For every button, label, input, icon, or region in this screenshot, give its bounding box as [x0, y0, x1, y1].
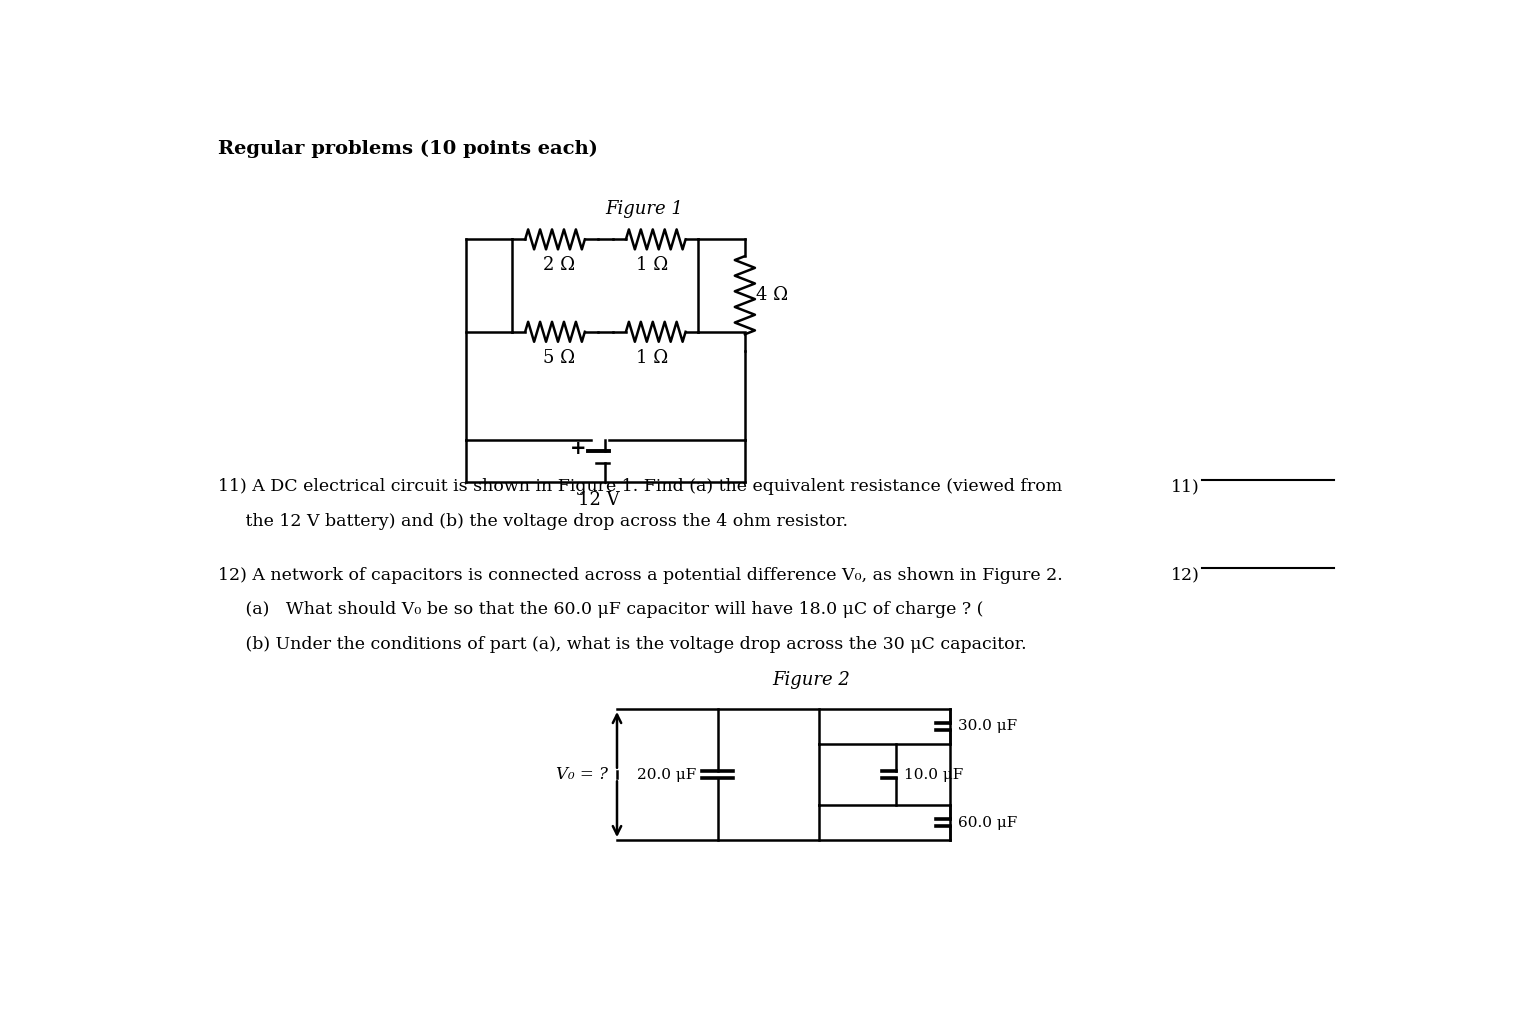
Text: 4 Ω: 4 Ω — [757, 286, 789, 305]
Text: Figure 2: Figure 2 — [772, 671, 850, 688]
Text: Figure 1: Figure 1 — [606, 200, 684, 218]
Text: +: + — [571, 439, 586, 459]
Text: 12) A network of capacitors is connected across a potential difference V₀, as sh: 12) A network of capacitors is connected… — [218, 566, 1062, 584]
Text: 60.0 μF: 60.0 μF — [958, 816, 1018, 830]
Text: 20.0 μF: 20.0 μF — [636, 767, 696, 782]
Text: (b) Under the conditions of part (a), what is the voltage drop across the 30 μC : (b) Under the conditions of part (a), wh… — [218, 636, 1027, 653]
Text: 5 Ω: 5 Ω — [543, 349, 575, 366]
Text: 11) A DC electrical circuit is shown in Figure 1. Find (a) the equivalent resist: 11) A DC electrical circuit is shown in … — [218, 478, 1062, 496]
Text: 12 V: 12 V — [578, 491, 620, 509]
Text: 10.0 μF: 10.0 μF — [903, 767, 963, 782]
Text: 30.0 μF: 30.0 μF — [958, 719, 1018, 734]
Text: 12): 12) — [1170, 566, 1199, 584]
Text: Regular problems (10 points each): Regular problems (10 points each) — [218, 140, 598, 158]
Text: 1 Ω: 1 Ω — [636, 256, 668, 274]
Text: the 12 V battery) and (b) the voltage drop across the 4 ohm resistor.: the 12 V battery) and (b) the voltage dr… — [218, 513, 848, 529]
Text: 1 Ω: 1 Ω — [636, 349, 668, 366]
Text: 11): 11) — [1170, 478, 1199, 496]
Text: V₀ = ?: V₀ = ? — [555, 766, 607, 783]
Text: 2 Ω: 2 Ω — [543, 256, 575, 274]
Text: (a)   What should V₀ be so that the 60.0 μF capacitor will have 18.0 μC of charg: (a) What should V₀ be so that the 60.0 μ… — [218, 601, 983, 619]
